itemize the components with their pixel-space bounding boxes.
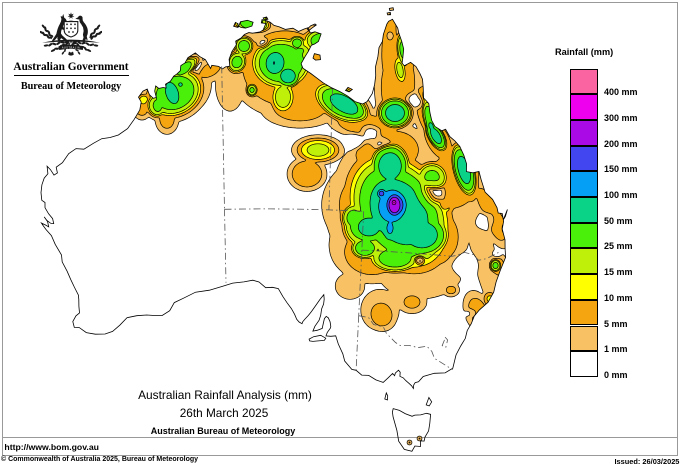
svg-text:AUSTRALIA: AUSTRALIA [62,47,80,50]
